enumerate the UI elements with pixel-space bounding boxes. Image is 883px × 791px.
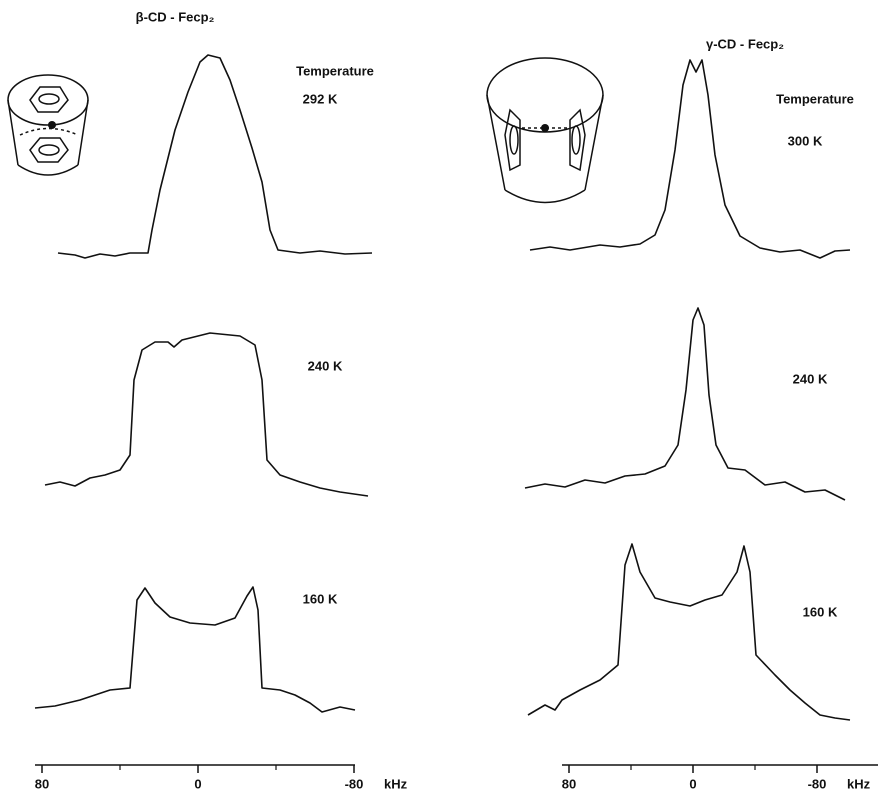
- axis-unit: kHz: [384, 776, 408, 791]
- spectrum-trace: [529, 59, 851, 259]
- spectrum-trace: [524, 307, 846, 501]
- panel-title: β-CD - Fecp₂: [136, 9, 215, 24]
- spectrum-trace: [527, 543, 851, 721]
- temperature-label: 300 K: [788, 133, 823, 148]
- tick-label: 0: [689, 776, 696, 791]
- temperature-label: 160 K: [803, 604, 838, 619]
- spectrum-trace: [44, 332, 369, 497]
- temperature-heading: Temperature: [776, 91, 854, 106]
- spectrum-trace: [57, 54, 373, 259]
- temperature-label: 240 K: [793, 371, 828, 386]
- tick-label: 0: [194, 776, 201, 791]
- temperature-label: 160 K: [303, 591, 338, 606]
- spectrum-trace: [34, 586, 356, 713]
- tick-label: -80: [808, 776, 827, 791]
- cyclodextrin-icon: [486, 57, 604, 204]
- temperature-label: 240 K: [308, 358, 343, 373]
- temperature-label: 292 K: [303, 91, 338, 106]
- tick-label: 80: [562, 776, 576, 791]
- panel-title: γ-CD - Fecp₂: [706, 36, 784, 51]
- axis-unit: kHz: [847, 776, 871, 791]
- tick-label: -80: [345, 776, 364, 791]
- temperature-heading: Temperature: [296, 63, 374, 78]
- tick-label: 80: [35, 776, 49, 791]
- cyclodextrin-icon: [7, 74, 89, 176]
